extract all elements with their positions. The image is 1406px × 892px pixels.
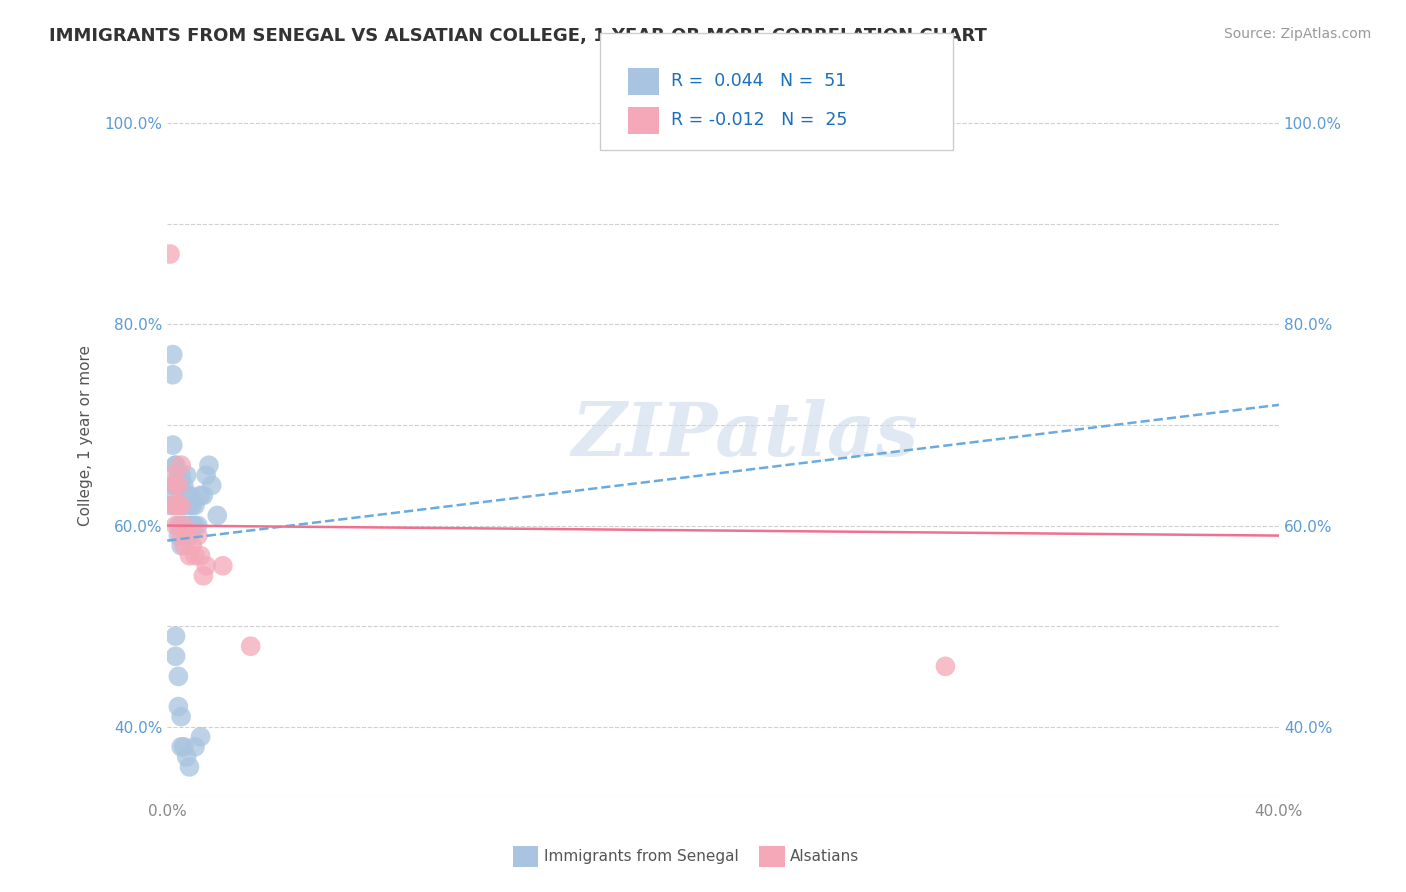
Point	[179, 488, 201, 502]
Point	[170, 458, 193, 473]
Text: Alsatians: Alsatians	[790, 849, 859, 863]
Text: IMMIGRANTS FROM SENEGAL VS ALSATIAN COLLEGE, 1 YEAR OR MORE CORRELATION CHART: IMMIGRANTS FROM SENEGAL VS ALSATIAN COLL…	[49, 27, 987, 45]
Point	[162, 438, 184, 452]
Point	[195, 468, 218, 483]
Point	[176, 518, 198, 533]
Point	[184, 518, 207, 533]
Point	[181, 518, 204, 533]
Text: Source: ZipAtlas.com: Source: ZipAtlas.com	[1223, 27, 1371, 41]
Point	[179, 549, 201, 563]
Point	[165, 478, 187, 492]
Point	[167, 669, 190, 683]
Point	[165, 488, 187, 502]
Point	[167, 699, 190, 714]
Point	[162, 499, 184, 513]
Point	[211, 558, 233, 573]
Point	[170, 499, 193, 513]
Point	[162, 368, 184, 382]
Point	[184, 499, 207, 513]
Point	[159, 247, 181, 261]
Point	[165, 499, 187, 513]
Point	[239, 639, 262, 653]
Point	[167, 499, 190, 513]
Point	[167, 468, 190, 483]
Point	[187, 528, 209, 542]
Point	[193, 569, 215, 583]
Point	[179, 760, 201, 774]
Point	[173, 739, 195, 754]
Point	[165, 458, 187, 473]
Point	[184, 549, 207, 563]
Point	[165, 458, 187, 473]
Point	[201, 478, 224, 492]
Point	[162, 468, 184, 483]
Text: R = -0.012   N =  25: R = -0.012 N = 25	[671, 112, 846, 129]
Point	[176, 488, 198, 502]
Y-axis label: College, 1 year or more: College, 1 year or more	[79, 344, 93, 525]
Point	[170, 499, 193, 513]
Point	[181, 539, 204, 553]
Point	[173, 499, 195, 513]
Text: ZIPatlas: ZIPatlas	[572, 399, 918, 471]
Point	[167, 518, 190, 533]
Point	[173, 518, 195, 533]
Point	[165, 499, 187, 513]
Point	[195, 558, 218, 573]
Point	[190, 488, 212, 502]
Point	[176, 468, 198, 483]
Point	[170, 518, 193, 533]
Point	[170, 739, 193, 754]
Point	[159, 499, 181, 513]
Point	[165, 649, 187, 664]
Point	[170, 468, 193, 483]
Point	[170, 709, 193, 723]
Point	[934, 659, 956, 673]
Text: R =  0.044   N =  51: R = 0.044 N = 51	[671, 72, 846, 90]
Point	[173, 478, 195, 492]
Point	[167, 478, 190, 492]
Point	[179, 528, 201, 542]
Point	[184, 739, 207, 754]
Text: Immigrants from Senegal: Immigrants from Senegal	[544, 849, 740, 863]
Point	[179, 499, 201, 513]
Point	[173, 518, 195, 533]
Point	[167, 499, 190, 513]
Point	[165, 478, 187, 492]
Point	[190, 730, 212, 744]
Point	[162, 348, 184, 362]
Point	[162, 478, 184, 492]
Point	[170, 528, 193, 542]
Point	[187, 518, 209, 533]
Point	[167, 528, 190, 542]
Point	[198, 458, 221, 473]
Point	[176, 528, 198, 542]
Point	[179, 518, 201, 533]
Point	[167, 478, 190, 492]
Point	[165, 518, 187, 533]
Point	[173, 539, 195, 553]
Point	[207, 508, 229, 523]
Point	[193, 488, 215, 502]
Point	[170, 539, 193, 553]
Point	[190, 549, 212, 563]
Point	[170, 478, 193, 492]
Point	[165, 629, 187, 643]
Point	[176, 749, 198, 764]
Point	[181, 499, 204, 513]
